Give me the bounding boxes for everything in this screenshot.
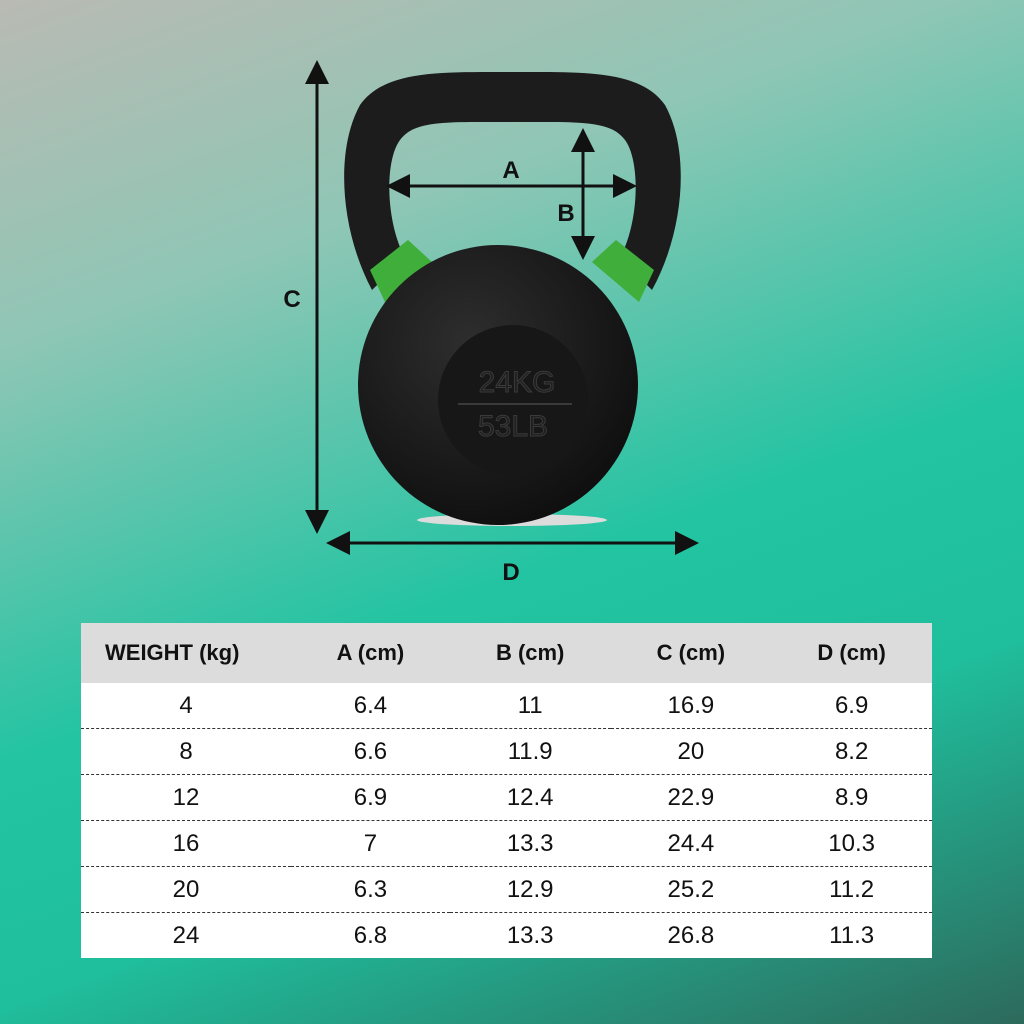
table-cell: 6.9	[834, 691, 869, 719]
table-cell: 6.9	[291, 774, 450, 821]
header-b: B (cm)	[449, 623, 611, 683]
table-cell: 16	[81, 820, 291, 867]
table-cell: 7	[291, 820, 450, 867]
table-row: 8 6.6 11.9 20 8.2	[81, 728, 932, 775]
label-d: D	[502, 559, 519, 586]
table-cell: 6.6	[291, 728, 450, 775]
kettlebell-diagram: 24KG 53LB C D A B	[283, 60, 699, 586]
table-cell: 16.9	[667, 691, 715, 719]
table-cell: 22.9	[610, 774, 772, 821]
table-cell: 4	[179, 691, 193, 719]
table-cell: 11.9	[449, 728, 611, 775]
right-band	[592, 240, 654, 302]
table-cell: 24	[81, 912, 291, 958]
table-cell: 12.4	[449, 774, 611, 821]
emboss-kg: 24KG	[479, 366, 556, 399]
table-row: 12 6.9 12.4 22.9 8.9	[81, 774, 932, 821]
label-c: C	[283, 286, 300, 313]
label-b: B	[557, 200, 574, 227]
table-cell: 6.3	[291, 866, 450, 913]
label-a: A	[502, 157, 519, 184]
table-cell: 20	[610, 728, 772, 775]
table-cell: 8.9	[771, 774, 932, 821]
table-cell: 8	[81, 728, 291, 775]
table-cell: 13.3	[449, 820, 611, 867]
table-row: 16 7 13.3 24.4 10.3	[81, 820, 932, 867]
table-row: 4 6.4 11 16.9 6.9	[81, 683, 932, 729]
table-cell: 11.2	[771, 866, 932, 913]
table-cell: 25.2	[610, 866, 772, 913]
kettlebell-image: 24KG 53LB	[344, 71, 681, 526]
weight-medallion	[438, 325, 588, 475]
table-header-row: WEIGHT (kg) A (cm) B (cm) C (cm) D (cm)	[81, 623, 932, 683]
table-cell: 13.3	[449, 912, 611, 958]
table-cell: 11	[517, 691, 543, 719]
table-cell: 6.4	[353, 691, 388, 719]
table-cell: 24.4	[610, 820, 772, 867]
left-band	[370, 240, 432, 302]
table-cell: 6.8	[291, 912, 450, 958]
table-cell: 20	[81, 866, 291, 913]
table-cell: 11.3	[771, 912, 932, 958]
table-cell: 26.8	[610, 912, 772, 958]
header-a: A (cm)	[291, 623, 450, 683]
table-cell: 12.9	[449, 866, 611, 913]
table-cell: 8.2	[771, 728, 932, 775]
emboss-lb: 53LB	[478, 410, 548, 443]
header-weight: WEIGHT (kg)	[81, 623, 291, 683]
table-cell: 12	[81, 774, 291, 821]
header-d: D (cm)	[771, 623, 932, 683]
size-chart-table: WEIGHT (kg) A (cm) B (cm) C (cm) D (cm) …	[81, 623, 932, 958]
header-c: C (cm)	[610, 623, 772, 683]
table-row: 24 6.8 13.3 26.8 11.3	[81, 912, 932, 958]
table-row: 20 6.3 12.9 25.2 11.2	[81, 866, 932, 913]
table-cell: 10.3	[771, 820, 932, 867]
